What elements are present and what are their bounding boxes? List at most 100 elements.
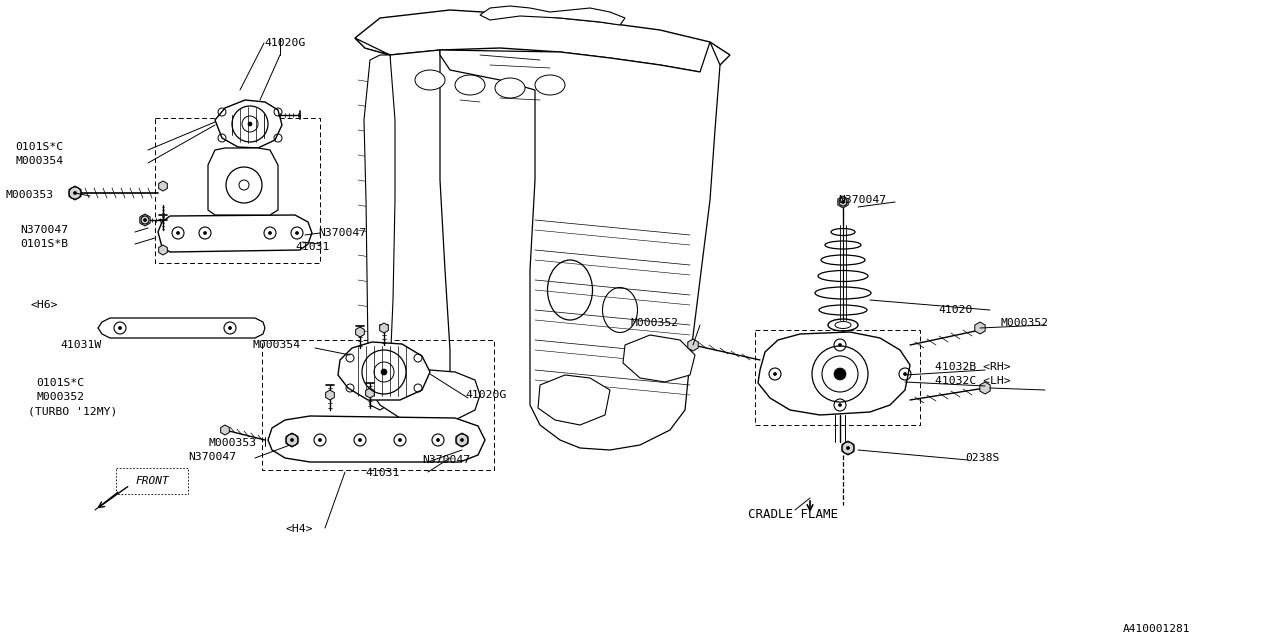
Circle shape [73,191,77,195]
Circle shape [119,326,122,330]
Text: N370047: N370047 [422,455,470,465]
Polygon shape [356,327,365,337]
Text: <H6>: <H6> [29,300,58,310]
Polygon shape [364,55,396,410]
Polygon shape [285,433,298,447]
Ellipse shape [535,75,564,95]
Text: 41020G: 41020G [264,38,305,48]
Ellipse shape [819,305,867,315]
Polygon shape [220,425,229,435]
Circle shape [358,438,361,442]
Text: N370047: N370047 [838,195,886,205]
Text: N370047: N370047 [20,225,68,235]
Circle shape [143,218,146,221]
Polygon shape [366,388,374,398]
Text: N370047: N370047 [317,228,366,238]
Polygon shape [687,339,698,351]
Text: 41032C <LH>: 41032C <LH> [934,376,1011,386]
Polygon shape [979,382,991,394]
Circle shape [177,232,179,234]
Polygon shape [338,342,430,400]
Ellipse shape [415,70,445,90]
Circle shape [461,438,463,442]
Polygon shape [842,441,854,455]
Circle shape [436,438,439,442]
Polygon shape [69,186,81,200]
Circle shape [204,232,206,234]
Polygon shape [159,181,168,191]
Ellipse shape [818,271,868,282]
Text: 0101S*C: 0101S*C [15,142,63,152]
Text: 0101S*B: 0101S*B [20,239,68,249]
Text: (TURBO '12MY): (TURBO '12MY) [28,406,118,416]
Circle shape [248,122,252,126]
Circle shape [812,346,868,402]
Text: N370047: N370047 [188,452,236,462]
Ellipse shape [815,287,870,299]
Ellipse shape [826,241,861,249]
Ellipse shape [495,78,525,98]
Text: FRONT: FRONT [136,476,169,486]
Polygon shape [215,100,282,148]
Circle shape [846,447,850,449]
Text: <H4>: <H4> [285,524,312,534]
Circle shape [296,232,298,234]
Text: M000354: M000354 [15,156,63,166]
Polygon shape [538,375,611,425]
Polygon shape [99,318,265,338]
Circle shape [838,344,841,346]
Circle shape [773,372,777,376]
Ellipse shape [831,228,855,236]
Text: 41032B <RH>: 41032B <RH> [934,362,1011,372]
Circle shape [822,356,858,392]
Text: M000352: M000352 [1000,318,1048,328]
Ellipse shape [820,255,865,265]
Text: M000353: M000353 [209,438,256,448]
Polygon shape [268,416,485,462]
Text: M000352: M000352 [630,318,678,328]
Text: M000354: M000354 [252,340,300,350]
Circle shape [398,438,402,442]
Circle shape [381,369,387,375]
Polygon shape [758,332,910,415]
Ellipse shape [548,260,593,320]
Polygon shape [380,323,388,333]
Text: 41031: 41031 [294,242,329,252]
Circle shape [269,232,271,234]
Polygon shape [209,148,278,215]
Polygon shape [355,38,451,420]
Ellipse shape [374,223,392,278]
Text: 41020: 41020 [938,305,973,315]
Polygon shape [355,10,730,72]
Circle shape [835,368,846,380]
Polygon shape [480,6,625,25]
Polygon shape [159,245,168,255]
Circle shape [904,372,906,376]
Text: M000353: M000353 [5,190,54,200]
Text: 0101S*C: 0101S*C [36,378,84,388]
Circle shape [291,438,293,442]
Polygon shape [140,214,150,226]
Text: 0238S: 0238S [965,453,1000,463]
Text: 41031: 41031 [365,468,399,478]
Text: 41031W: 41031W [60,340,101,350]
Text: 41020G: 41020G [465,390,507,400]
Polygon shape [975,322,986,334]
Circle shape [838,403,841,406]
Polygon shape [440,42,721,450]
Ellipse shape [454,75,485,95]
Polygon shape [456,433,468,447]
Text: CRADLE FLAME: CRADLE FLAME [748,508,838,521]
Polygon shape [370,370,480,425]
Circle shape [229,326,232,330]
Polygon shape [325,390,334,400]
Ellipse shape [603,287,637,333]
Polygon shape [157,215,312,252]
Text: A410001281: A410001281 [1123,624,1190,634]
Ellipse shape [828,319,858,331]
Polygon shape [838,196,849,208]
Text: M000352: M000352 [36,392,84,402]
Polygon shape [623,335,695,382]
Circle shape [841,200,845,204]
Circle shape [319,438,321,442]
